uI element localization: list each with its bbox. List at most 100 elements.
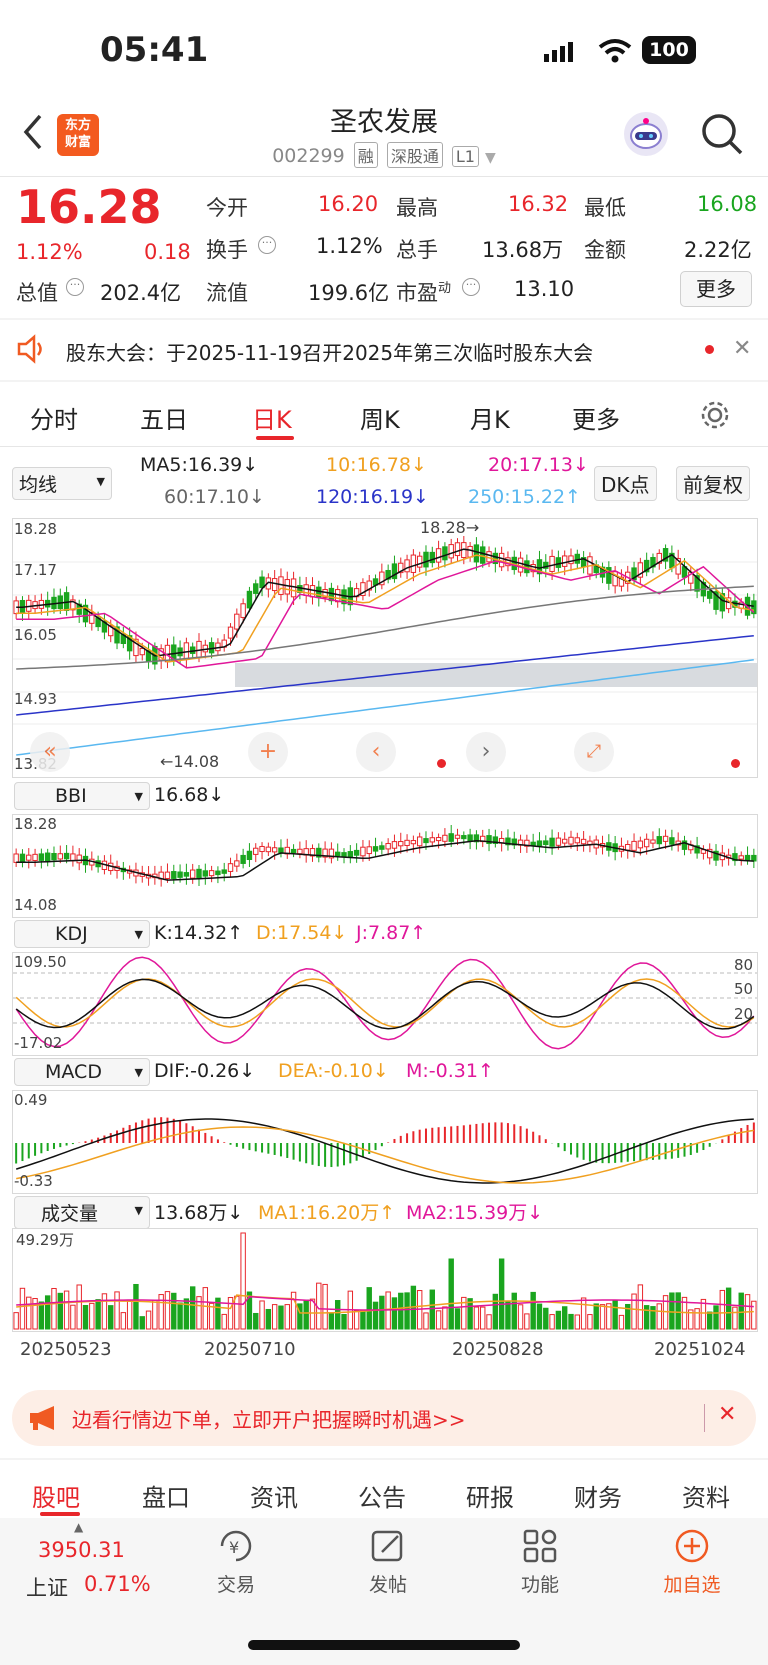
tab-more[interactable]: 更多	[572, 406, 620, 434]
tab-research[interactable]: 研报	[466, 1484, 514, 1512]
open-account-banner[interactable]: 边看行情边下单，立即开户把握瞬时机遇>> ✕	[12, 1390, 756, 1446]
kdj-level-80: 80	[734, 956, 754, 974]
tab-finance[interactable]: 财务	[574, 1484, 622, 1512]
dk-point-button[interactable]: DK点	[594, 466, 657, 501]
volume-bar	[694, 1308, 700, 1330]
tab-minute[interactable]: 分时	[30, 406, 78, 434]
add-watchlist-label[interactable]: 加自选	[663, 1574, 721, 1596]
tab-monthly-k[interactable]: 月K	[470, 406, 510, 434]
bbi-select[interactable]: BBI ▼	[14, 782, 150, 810]
kdj-panel[interactable]	[12, 952, 758, 1056]
add-watchlist-icon[interactable]	[674, 1528, 710, 1568]
bbi-candle	[404, 839, 410, 846]
scroll-left-fast-icon[interactable]: «	[30, 732, 70, 772]
eastmoney-logo[interactable]: 东方 财富	[57, 114, 99, 156]
kline-candle	[631, 567, 637, 581]
index-pct[interactable]: 0.71%	[84, 1572, 151, 1596]
volume-bar	[719, 1289, 726, 1330]
bbi-candle	[435, 837, 442, 842]
volume-bar	[13, 1312, 19, 1330]
kline-candle	[694, 575, 700, 592]
function-label[interactable]: 功能	[520, 1574, 559, 1596]
trade-label[interactable]: 交易	[216, 1574, 255, 1596]
adjust-button[interactable]: 前复权	[676, 466, 750, 501]
close-icon[interactable]: ✕	[733, 336, 752, 361]
volume-bar	[309, 1298, 316, 1330]
info-icon[interactable]: ···	[258, 236, 276, 254]
notice-text[interactable]: 股东大会：于2025-11-19召开2025年第三次临时股东大会	[66, 341, 594, 365]
kline-candle	[284, 579, 290, 595]
volume-bar	[461, 1296, 467, 1330]
info-icon[interactable]: ···	[462, 278, 480, 296]
tag-level: L1	[451, 146, 479, 167]
volume-bar	[568, 1313, 574, 1330]
post-edit-icon[interactable]	[370, 1528, 406, 1568]
macd-panel[interactable]	[12, 1090, 758, 1194]
tab-news[interactable]: 资讯	[250, 1484, 298, 1512]
volume-bar	[379, 1295, 385, 1330]
volume-bar	[480, 1306, 486, 1330]
bbi-panel[interactable]	[12, 814, 758, 918]
bbi-candle	[442, 834, 448, 842]
ma-select[interactable]: 均线 ▼	[12, 467, 112, 500]
macd-select[interactable]: MACD ▼	[14, 1058, 150, 1086]
bbi-candle	[486, 835, 492, 845]
tab-profile[interactable]: 资料	[682, 1484, 730, 1512]
volume-bar	[505, 1300, 511, 1330]
fullscreen-icon[interactable]: ⤢	[574, 732, 614, 772]
kline-panel[interactable]	[12, 518, 758, 778]
volume-panel[interactable]	[12, 1228, 758, 1332]
more-button[interactable]: 更多	[680, 271, 752, 307]
bbi-candle	[561, 838, 568, 844]
bbi-candle	[57, 853, 63, 860]
tag-margin: 融	[353, 142, 378, 168]
tab-5day[interactable]: 五日	[140, 406, 188, 434]
info-icon[interactable]: ···	[66, 278, 84, 296]
robot-assistant-icon[interactable]	[624, 112, 668, 156]
bbi-candle	[379, 845, 385, 850]
tab-weekly-k[interactable]: 周K	[360, 406, 400, 434]
zoom-in-icon[interactable]: +	[248, 732, 288, 772]
battery-icon: 100	[642, 36, 696, 64]
bbi-candle	[505, 837, 511, 846]
volume-bar	[51, 1287, 57, 1330]
tab-guba[interactable]: 股吧	[32, 1484, 80, 1512]
tab-daily-k[interactable]: 日K	[252, 406, 292, 434]
settings-gear-icon[interactable]	[700, 400, 730, 434]
volume-bar	[524, 1313, 530, 1330]
kline-candle	[391, 563, 398, 580]
kline-candle	[543, 561, 549, 569]
kline-candle	[126, 635, 133, 652]
kline-candle	[309, 585, 316, 598]
volume-select[interactable]: 成交量 ▼	[14, 1196, 150, 1229]
search-icon[interactable]	[700, 112, 744, 160]
kline-candle	[480, 546, 486, 564]
volume-bar	[486, 1314, 492, 1330]
kdj-select[interactable]: KDJ ▼	[14, 920, 150, 948]
macd-ylabel-top: 0.49	[14, 1091, 48, 1109]
function-grid-icon[interactable]	[522, 1528, 558, 1568]
bbi-candle	[265, 846, 272, 853]
index-value[interactable]: 3950.31	[38, 1538, 125, 1562]
scroll-right-icon[interactable]: ›	[466, 732, 506, 772]
float-value: 199.6亿	[308, 281, 390, 305]
low-label: 最低	[584, 196, 626, 220]
scroll-left-icon[interactable]: ‹	[356, 732, 396, 772]
volume-bar	[221, 1313, 227, 1330]
kline-candle	[473, 544, 480, 563]
volume-bar	[322, 1283, 328, 1330]
back-icon[interactable]	[22, 112, 46, 156]
tab-announcement[interactable]: 公告	[358, 1484, 406, 1512]
volume-bar	[700, 1298, 707, 1330]
stock-code-line[interactable]: 002299 融 深股通 L1 ▼	[0, 142, 768, 168]
index-name[interactable]: 上证	[26, 1576, 68, 1600]
tab-pankou[interactable]: 盘口	[142, 1484, 190, 1512]
post-label[interactable]: 发帖	[368, 1574, 407, 1596]
volume-bar	[549, 1314, 555, 1330]
bbi-candle	[227, 863, 234, 872]
volume-bar	[120, 1312, 127, 1330]
kline-candle	[713, 591, 719, 610]
trade-icon[interactable]: ¥	[216, 1528, 256, 1568]
banner-close-icon[interactable]: ✕	[718, 1402, 737, 1427]
banner-text: 边看行情边下单，立即开户把握瞬时机遇>>	[72, 1408, 466, 1432]
